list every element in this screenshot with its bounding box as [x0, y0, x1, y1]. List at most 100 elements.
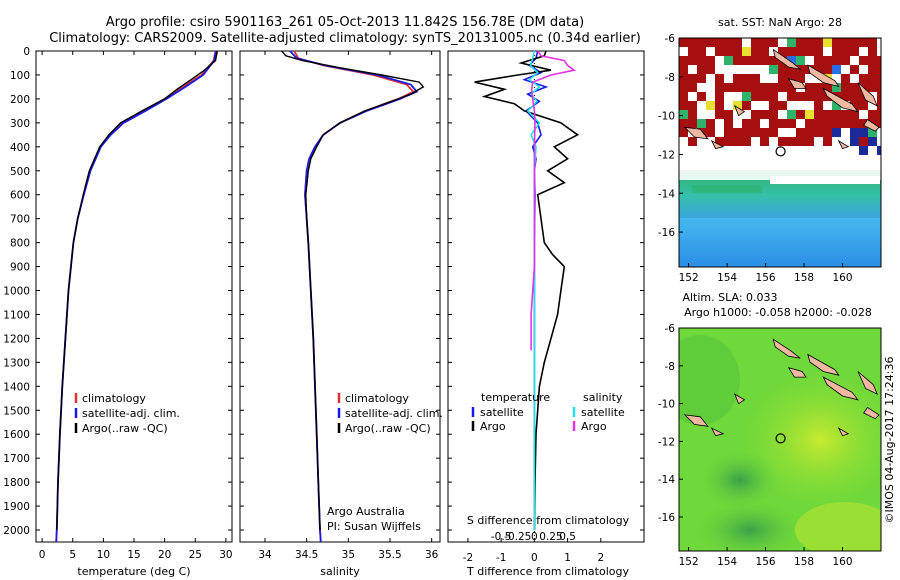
sst-pixel — [778, 101, 787, 110]
sst-pixel — [859, 56, 868, 65]
depth-tick-label: 1600 — [3, 429, 30, 441]
sst-pixel — [760, 47, 769, 56]
sst-pixel — [877, 119, 881, 128]
sst-pixel — [688, 38, 697, 47]
sst-pixel — [715, 47, 724, 56]
sla-map-field — [679, 328, 881, 551]
sst-pixel — [877, 101, 881, 110]
sst-pixel — [679, 119, 688, 128]
sst-pixel — [832, 38, 841, 47]
sst-pixel — [814, 65, 823, 74]
depth-tick-label: 400 — [10, 142, 30, 154]
depth-tick-label: 700 — [10, 214, 30, 226]
sst-pixel — [760, 92, 769, 101]
sst-pixel — [715, 83, 724, 92]
island-shape — [787, 367, 807, 378]
map-x-tick-label: 156 — [756, 556, 776, 568]
series-line-satellite-adj--clim- — [55, 50, 217, 543]
sst-pixel — [868, 83, 877, 92]
sst-map-frame — [678, 37, 882, 268]
sst-pixel — [706, 101, 715, 110]
sst-pixel — [778, 137, 787, 146]
sst-pixel — [724, 119, 733, 128]
sst-pixel — [841, 74, 850, 83]
sst-pixel — [832, 83, 841, 92]
sst-pixel — [805, 83, 814, 92]
s-tick-label: 0.25 — [539, 531, 562, 543]
sst-pixel — [769, 128, 778, 137]
sst-pixel — [769, 119, 778, 128]
legend-label: Argo — [480, 420, 506, 433]
sst-pixel — [733, 83, 742, 92]
sst-pixel — [787, 38, 796, 47]
sst-pixel — [832, 65, 841, 74]
sst-pixel — [814, 47, 823, 56]
sst-pixel — [715, 38, 724, 47]
s-tick-label: -0.5 — [491, 531, 512, 543]
sst-pixel — [679, 83, 688, 92]
difference-xlabel: T difference from climatology — [466, 565, 629, 578]
sst-pixel — [760, 128, 769, 137]
sst-pixel — [859, 92, 868, 101]
sst-pixel — [742, 119, 751, 128]
sst-pixel — [877, 146, 881, 155]
legend-label: climatology — [345, 392, 409, 405]
sst-pixel — [805, 92, 814, 101]
map-y-tick-label: -10 — [658, 111, 675, 123]
sst-pixel — [769, 83, 778, 92]
map-x-tick-label: 158 — [794, 556, 814, 568]
legend-label: Argo — [581, 420, 607, 433]
sst-pixel — [688, 47, 697, 56]
map-x-tick-label: 160 — [833, 556, 853, 568]
sst-pixel — [706, 65, 715, 74]
sst-pixel — [787, 56, 796, 65]
sst-pixel — [841, 110, 850, 119]
sla-map-frame — [678, 327, 882, 552]
sst-pixel — [841, 38, 850, 47]
sst-pixel — [760, 56, 769, 65]
sst-pixel — [787, 92, 796, 101]
sst-pixel — [850, 119, 859, 128]
sst-pixel — [742, 137, 751, 146]
s-tick-label: 0.5 — [559, 531, 576, 543]
sst-pixel — [679, 128, 688, 137]
sst-pixel — [715, 101, 724, 110]
sst-pixel — [742, 74, 751, 83]
x-tick-label: 15 — [127, 549, 140, 561]
sst-pixel — [787, 137, 796, 146]
sst-pixel — [832, 110, 841, 119]
sst-pixel — [814, 110, 823, 119]
sst-pixel — [859, 119, 868, 128]
sst-pixel — [706, 119, 715, 128]
sst-pixel — [733, 38, 742, 47]
sst-pixel — [859, 74, 868, 83]
depth-tick-label: 100 — [10, 70, 30, 82]
depth-tick-label: 2000 — [3, 525, 30, 537]
map-x-tick-label: 154 — [717, 556, 737, 568]
sst-pixel — [688, 83, 697, 92]
sst-pixel — [832, 119, 841, 128]
sst-pixel — [796, 137, 805, 146]
island-shape — [837, 139, 850, 150]
map-y-tick-label: -6 — [665, 323, 676, 335]
sst-pixel — [796, 92, 805, 101]
sst-pixel — [751, 83, 760, 92]
sst-pixel — [787, 47, 796, 56]
sst-pixel — [796, 38, 805, 47]
sst-pixel — [733, 137, 742, 146]
map-y-tick-label: -8 — [665, 361, 675, 373]
sst-pixel — [724, 38, 733, 47]
sst-pixel — [796, 128, 805, 137]
sst-pixel — [715, 92, 724, 101]
legend-label: climatology — [82, 392, 146, 405]
sst-pixel — [697, 74, 706, 83]
sst-pixel — [787, 119, 796, 128]
sst-pixel — [877, 65, 881, 74]
island-shape — [772, 48, 802, 70]
depth-tick-label: 0 — [23, 46, 30, 58]
difference-chart: -2 -1 0 1 2 -0.5-0.25 0 0.250.5 temperature salin… — [463, 50, 625, 564]
map-y-tick-label: -10 — [658, 399, 675, 411]
sst-pixel — [859, 101, 868, 110]
sst-pixel — [805, 128, 814, 137]
sst-pixel — [787, 74, 796, 83]
